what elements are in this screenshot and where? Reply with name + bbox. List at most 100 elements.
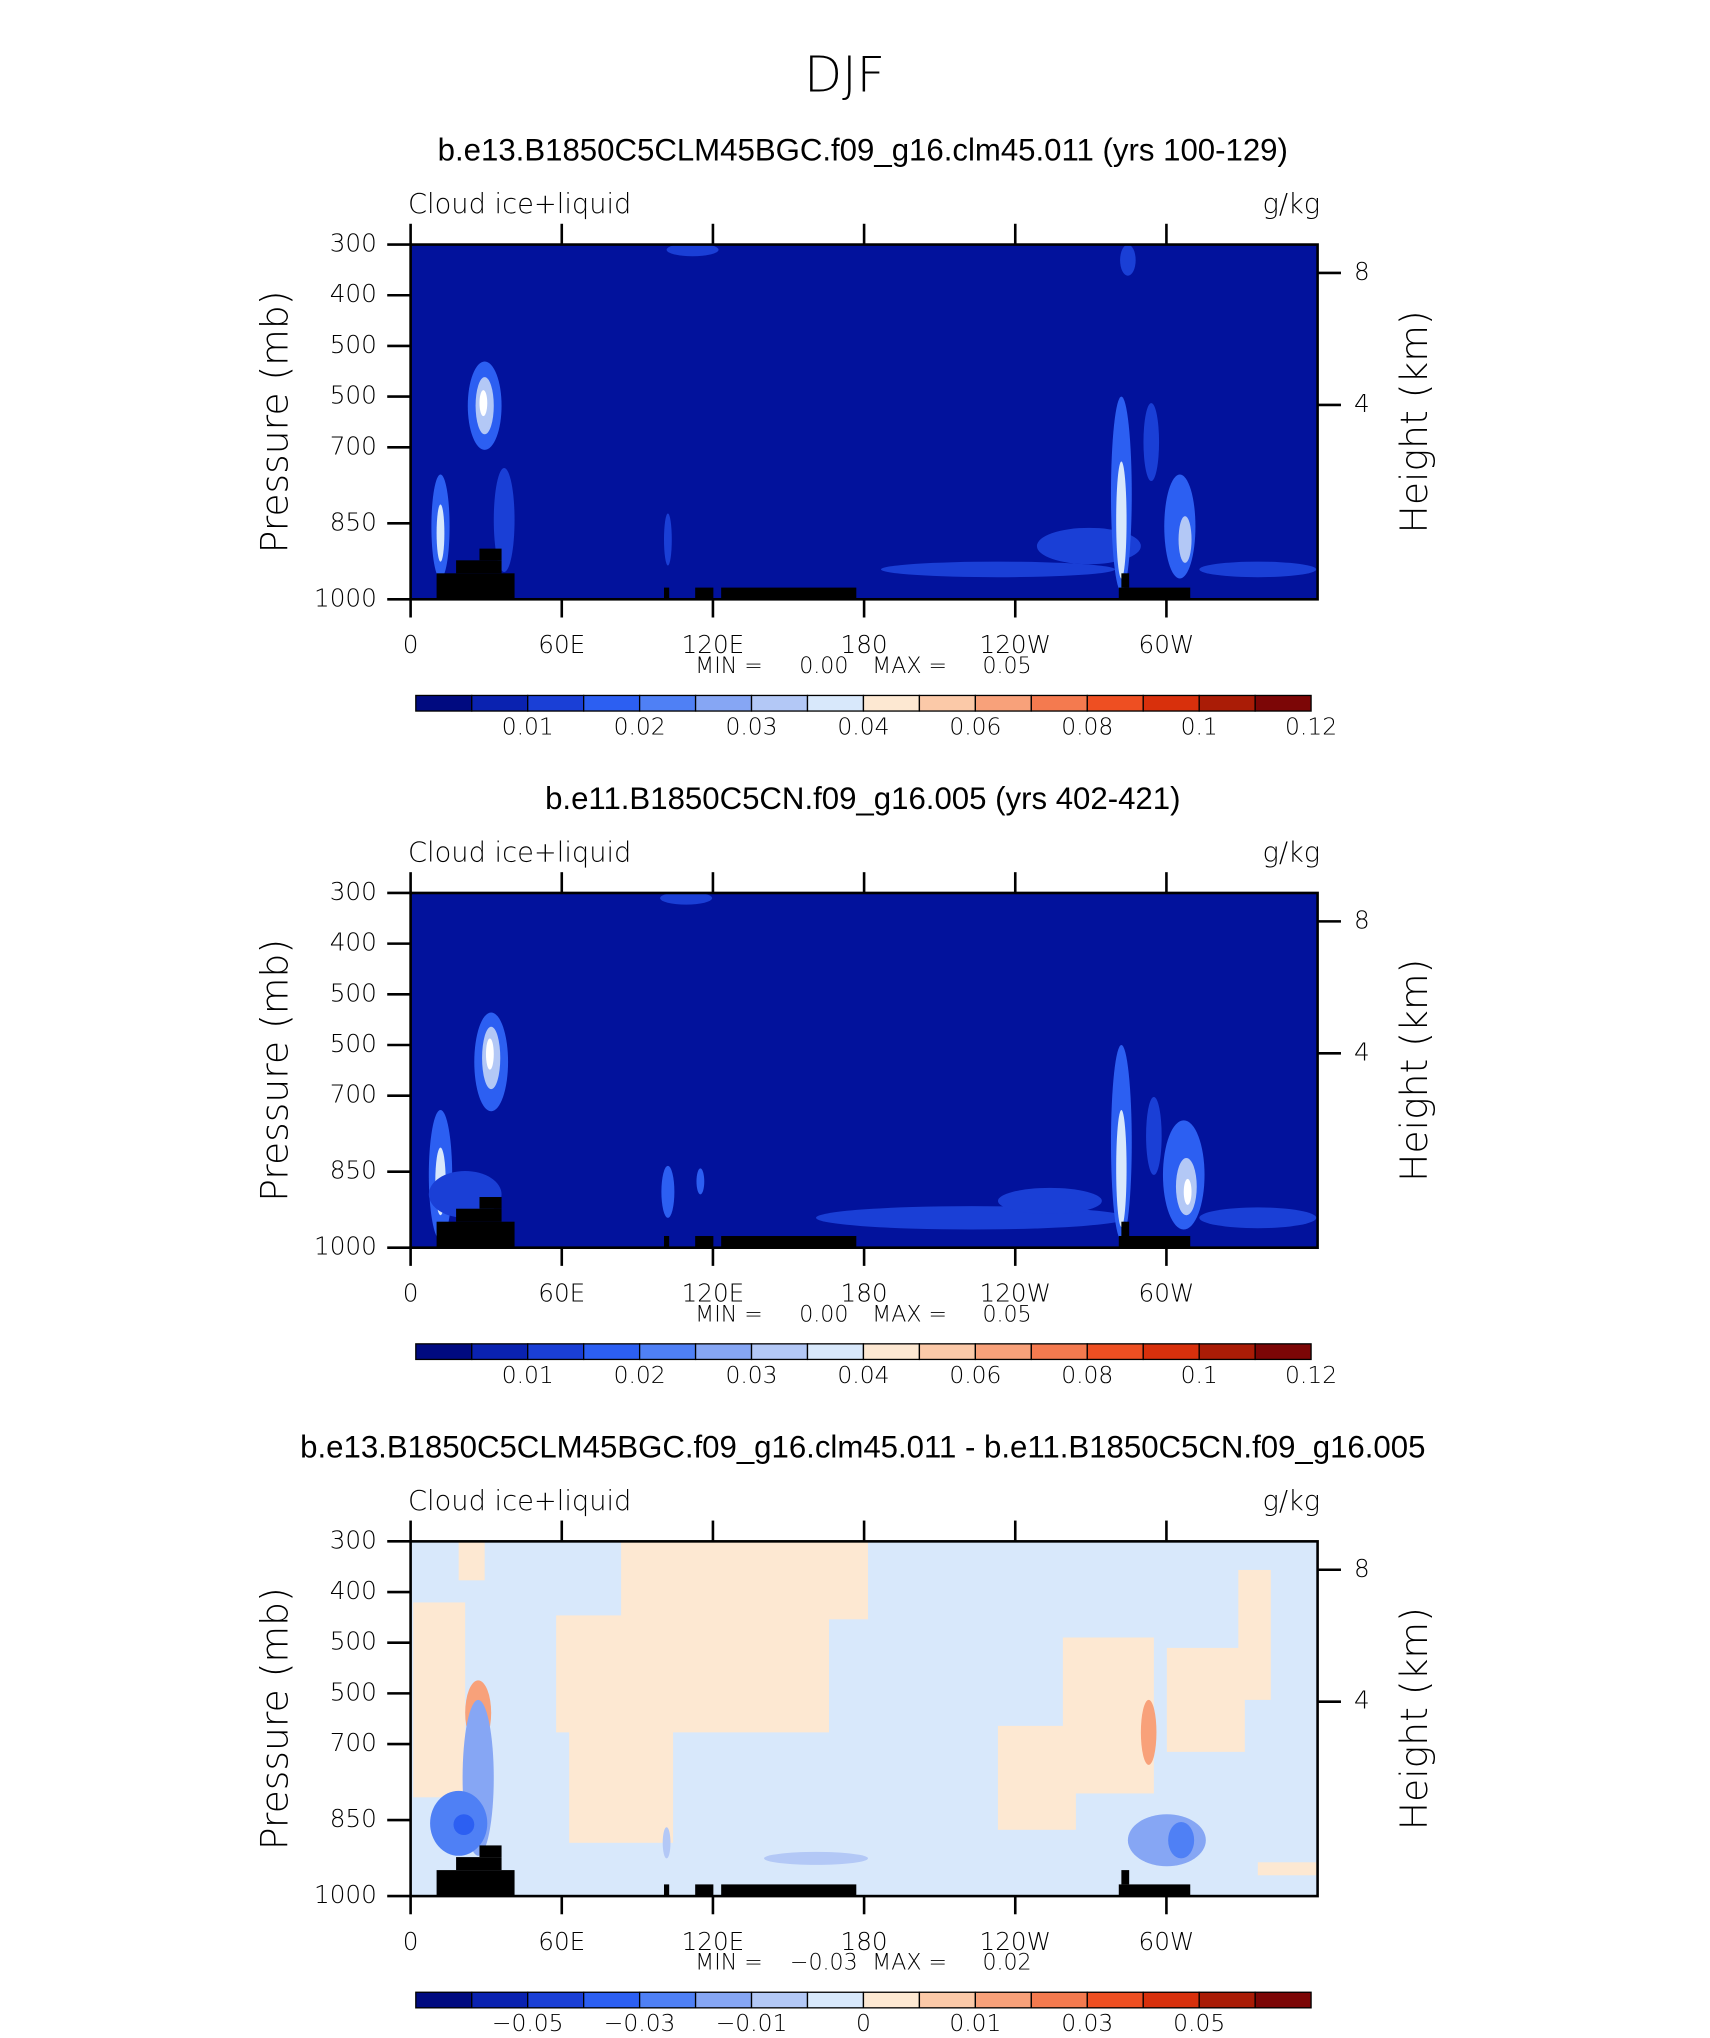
colorbar-box — [471, 1343, 529, 1361]
y-tick-label: 500 — [330, 1029, 377, 1058]
topography — [436, 1870, 515, 1897]
contour-feature — [1140, 1699, 1157, 1765]
y-tick-label: 700 — [330, 1080, 377, 1109]
topography — [721, 1235, 857, 1248]
contour-feature — [413, 1602, 466, 1798]
contour-feature — [997, 1187, 1102, 1214]
contour-feature — [436, 504, 445, 562]
x-tick-label: 120W — [980, 1927, 1052, 1956]
colorbar-label: 0.01 — [502, 712, 554, 740]
y2-tick-label: 4 — [1354, 1037, 1370, 1066]
colorbar-label: 0.08 — [1061, 712, 1113, 740]
topography — [721, 587, 857, 600]
contour-feature — [1199, 561, 1317, 578]
units-label: g/kg — [1262, 837, 1320, 868]
colorbar-box — [806, 1991, 865, 2009]
y-tick-label: 1000 — [314, 1880, 377, 1909]
contour-feature — [1116, 1109, 1127, 1227]
topography — [663, 1884, 670, 1897]
contour-feature — [1168, 1822, 1195, 1859]
x-tick-label: 120E — [682, 1927, 745, 1956]
variable-label: Cloud ice+liquid — [408, 837, 631, 868]
x-tick-label: 60E — [538, 1927, 585, 1956]
colorbar-label: 0.1 — [1181, 712, 1218, 740]
contour-feature — [1257, 1862, 1317, 1876]
colorbar-box — [1030, 1991, 1088, 2009]
colorbar-box — [974, 694, 1032, 712]
topography — [1118, 1235, 1191, 1248]
contour-feature — [485, 1038, 494, 1070]
colorbar-box — [638, 1991, 697, 2009]
x-tick-label: 60W — [1139, 1278, 1195, 1307]
contour-feature — [1120, 244, 1136, 276]
colorbar-box — [750, 1991, 809, 2009]
topography — [479, 1197, 502, 1209]
y-tick-label: 300 — [330, 877, 377, 906]
variable-label: Cloud ice+liquid — [408, 1486, 631, 1517]
colorbar-box — [1254, 1343, 1312, 1361]
colorbar-box — [1142, 1343, 1200, 1361]
y-tick-label: 400 — [330, 1576, 377, 1605]
x-tick-label: 0 — [403, 630, 419, 659]
colorbar-box — [583, 694, 641, 712]
x-tick-label: 180 — [841, 630, 888, 659]
contour-feature — [662, 1827, 671, 1859]
colorbar-box — [1086, 1991, 1144, 2009]
topography — [1121, 573, 1130, 588]
colorbar-box — [862, 1991, 921, 2009]
max-text: MAX = — [872, 1302, 947, 1327]
field — [410, 892, 1318, 1248]
x-tick-label: 60E — [538, 1278, 585, 1307]
x-tick-label: 60W — [1139, 1927, 1195, 1956]
contour-feature — [661, 1165, 675, 1218]
colorbar-box — [694, 694, 753, 712]
y2-axis-label: Height (km) — [1392, 1607, 1436, 1830]
contour-feature — [1146, 1096, 1162, 1175]
x-tick-label: 60E — [538, 630, 585, 659]
colorbar-label: 0.12 — [1285, 1361, 1337, 1389]
x-tick-label: 0 — [403, 1278, 419, 1307]
figure-title: DJF — [804, 46, 885, 104]
colorbar-label: 0.02 — [614, 1361, 666, 1389]
topography — [663, 1235, 670, 1248]
field — [410, 1541, 1318, 1897]
colorbar-box — [694, 1991, 753, 2009]
contour-feature — [1183, 1178, 1192, 1205]
colorbar-box — [1142, 694, 1200, 712]
y-tick-label: 850 — [330, 1156, 377, 1185]
x-tick-label: 120E — [682, 630, 745, 659]
y-tick-label: 1000 — [314, 1232, 377, 1261]
topography — [436, 1221, 515, 1248]
colorbar-box — [583, 1991, 641, 2009]
colorbar-box — [527, 1343, 585, 1361]
colorbar-label: 0.04 — [837, 712, 889, 740]
colorbar-box — [750, 1343, 809, 1361]
colorbar-box — [1030, 694, 1088, 712]
y-axis-label: Pressure (mb) — [252, 939, 296, 1202]
colorbar-label: 0.01 — [949, 2009, 1001, 2037]
y-axis-label: Pressure (mb) — [252, 1587, 296, 1850]
colorbar-label: 0.03 — [726, 1361, 778, 1389]
x-tick-label: 120W — [980, 1278, 1052, 1307]
colorbar-box — [1086, 694, 1144, 712]
panel-title: b.e13.B1850C5CLM45BGC.f09_g16.clm45.011 … — [438, 133, 1288, 168]
colorbar-box — [918, 694, 977, 712]
colorbar-box — [918, 1343, 977, 1361]
units-label: g/kg — [1262, 189, 1320, 220]
colorbar-label: 0.04 — [837, 1361, 889, 1389]
colorbar-box — [1198, 1343, 1256, 1361]
y2-tick-label: 8 — [1354, 905, 1370, 934]
y-tick-label: 400 — [330, 928, 377, 957]
y-tick-label: 400 — [330, 279, 377, 308]
contour-feature — [666, 244, 719, 257]
y-tick-label: 1000 — [314, 583, 377, 612]
y-tick-label: 850 — [330, 507, 377, 536]
y2-tick-label: 8 — [1354, 257, 1370, 286]
colorbar-label: −0.01 — [716, 2009, 788, 2037]
x-tick-label: 120W — [980, 630, 1052, 659]
contour-feature — [453, 1814, 475, 1836]
max-value: 0.02 — [982, 1951, 1031, 1976]
contour-feature — [1166, 1647, 1245, 1752]
